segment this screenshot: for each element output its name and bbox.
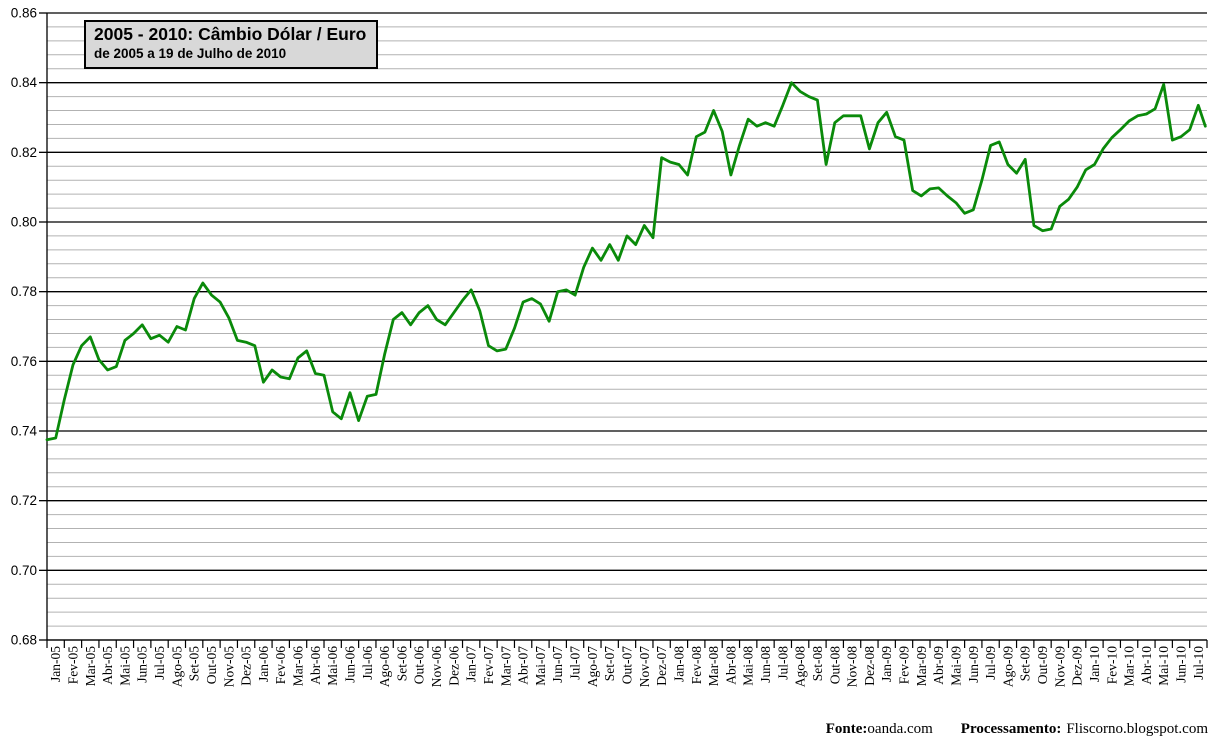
x-tick-label: Jun-10 [1174, 646, 1189, 683]
x-tick-label: Ago-05 [169, 646, 184, 687]
x-tick-label: Mar-06 [291, 646, 306, 686]
x-tick-label: Out-08 [827, 646, 842, 684]
y-tick-label: 0.86 [11, 6, 37, 21]
x-tick-label: Mai-07 [533, 646, 548, 686]
x-tick-label: Out-07 [620, 646, 635, 684]
x-tick-label: Jun-08 [758, 646, 773, 683]
x-tick-label: Fev-05 [65, 646, 80, 684]
x-tick-label: Ago-08 [793, 646, 808, 687]
x-tick-label: Nov-06 [429, 646, 444, 687]
x-tick-label: Jun-07 [550, 646, 565, 683]
x-tick-label: Set-07 [602, 646, 617, 681]
x-tick-label: Mai-06 [325, 646, 340, 686]
x-tick-label: Jan-05 [48, 646, 63, 682]
x-tick-label: Fev-06 [273, 646, 288, 684]
footer-processing-value: Fliscorno.blogspot.com [1066, 721, 1208, 737]
x-tick-label: Mai-10 [1156, 646, 1171, 686]
x-tick-label: Set-06 [394, 646, 409, 681]
x-tick-label: Mar-07 [498, 646, 513, 686]
x-tick-label: Fev-09 [897, 646, 912, 684]
x-tick-label: Set-08 [810, 646, 825, 681]
x-tick-label: Mar-10 [1122, 646, 1137, 686]
footer-source-value: oanda.com [867, 721, 933, 737]
x-tick-label: Fev-07 [481, 646, 496, 684]
x-tick-label: Set-05 [187, 646, 202, 681]
x-tick-label: Jul-09 [983, 646, 998, 680]
y-tick-label: 0.72 [11, 493, 37, 508]
y-tick-label: 0.78 [11, 284, 37, 299]
x-tick-label: Dez-05 [239, 646, 254, 686]
x-tick-label: Mai-09 [948, 646, 963, 686]
x-tick-label: Jan-07 [464, 646, 479, 682]
x-tick-label: Jul-07 [568, 646, 583, 680]
x-tick-label: Ago-07 [585, 646, 600, 687]
exchange-rate-line [45, 81, 1207, 442]
x-tick-label: Dez-08 [862, 646, 877, 686]
x-tick-label: Mar-08 [706, 646, 721, 686]
x-tick-label: Jan-06 [256, 646, 271, 682]
y-tick-label: 0.74 [11, 424, 38, 439]
x-tick-label: Dez-06 [446, 646, 461, 686]
x-tick-label: Nov-09 [1052, 646, 1067, 687]
y-tick-label: 0.80 [11, 215, 37, 230]
x-tick-label: Mar-05 [83, 646, 98, 686]
chart-title-box: 2005 - 2010: Câmbio Dólar / Euro de 2005… [84, 20, 379, 69]
chart-footer: Fonte:oanda.com Processamento: Fliscorno.b… [0, 721, 1208, 738]
y-tick-label: 0.76 [11, 354, 37, 369]
x-tick-label: Abr-05 [100, 646, 115, 685]
x-tick-label: Dez-09 [1070, 646, 1085, 686]
x-tick-label: Jul-10 [1191, 646, 1206, 680]
y-tick-label: 0.82 [11, 145, 37, 160]
x-tick-label: Abr-06 [308, 646, 323, 685]
x-tick-label: Out-09 [1035, 646, 1050, 684]
x-tick-label: Nov-07 [637, 646, 652, 687]
chart-title: 2005 - 2010: Câmbio Dólar / Euro [94, 24, 367, 44]
x-tick-label: Mar-09 [914, 646, 929, 686]
x-tick-label: Ago-09 [1000, 646, 1015, 687]
x-tick-label: Jan-09 [879, 646, 894, 682]
x-tick-label: Out-05 [204, 646, 219, 684]
x-tick-label: Fev-10 [1104, 646, 1119, 684]
x-tick-label: Mai-05 [117, 646, 132, 686]
y-tick-label: 0.68 [11, 633, 37, 648]
x-tick-label: Jul-08 [775, 646, 790, 680]
x-tick-label: Nov-05 [221, 646, 236, 687]
x-tick-label: Set-09 [1018, 646, 1033, 681]
x-tick-label: Abr-09 [931, 646, 946, 685]
x-tick-label: Dez-07 [654, 646, 669, 686]
y-tick-label: 0.70 [11, 563, 37, 578]
x-tick-label: Ago-06 [377, 646, 392, 687]
chart-subtitle: de 2005 a 19 de Julho de 2010 [94, 45, 287, 61]
x-tick-label: Jun-09 [966, 646, 981, 683]
x-tick-label: Jul-06 [360, 646, 375, 680]
x-tick-label: Nov-08 [845, 646, 860, 687]
x-tick-label: Fev-08 [689, 646, 704, 684]
y-tick-label: 0.84 [11, 75, 38, 90]
x-tick-label: Jan-10 [1087, 646, 1102, 682]
x-tick-label: Jun-06 [342, 646, 357, 683]
x-tick-label: Jul-05 [152, 646, 167, 680]
x-tick-label: Out-06 [412, 646, 427, 684]
x-tick-label: Abr-10 [1139, 646, 1154, 685]
x-tick-label: Jan-08 [671, 646, 686, 682]
footer-source-label: Fonte: [825, 721, 868, 737]
x-tick-label: Abr-08 [723, 646, 738, 685]
x-tick-label: Abr-07 [516, 646, 531, 685]
x-tick-label: Jun-05 [135, 646, 150, 683]
footer-processing-label: Processamento: [960, 721, 1062, 737]
x-tick-label: Mai-08 [741, 646, 756, 686]
